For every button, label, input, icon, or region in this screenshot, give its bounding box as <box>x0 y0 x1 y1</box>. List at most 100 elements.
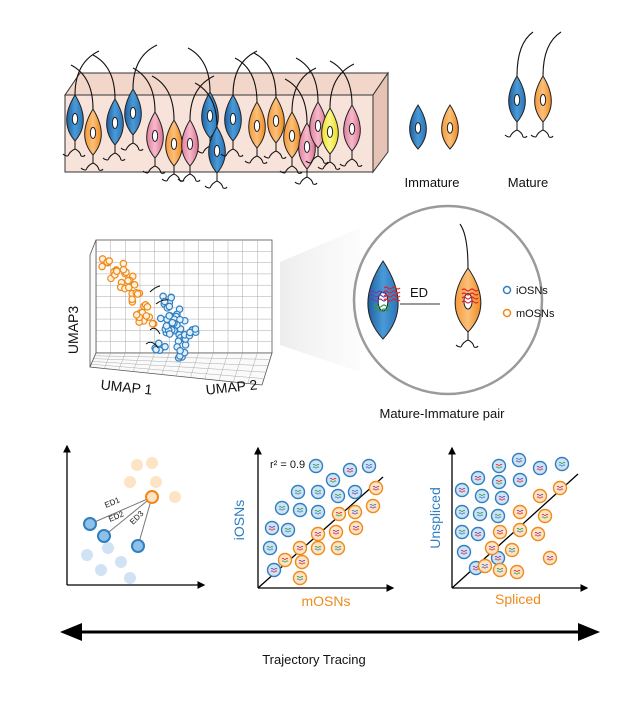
pink-neuron <box>329 60 363 167</box>
mosn-point <box>365 498 381 514</box>
rna-wave <box>478 496 486 499</box>
mosn-point <box>124 276 132 285</box>
grid-line <box>247 352 258 384</box>
axon <box>194 82 218 128</box>
rna-wave <box>458 490 466 493</box>
rna-wave <box>536 466 544 468</box>
rna-wave <box>314 548 322 551</box>
iosn-point <box>511 452 527 468</box>
rna-wave <box>513 572 521 575</box>
iosn-point <box>165 312 174 320</box>
rna-wave <box>296 546 304 548</box>
iosn-faded <box>124 572 136 584</box>
iosn-point <box>470 526 486 542</box>
rna-wave <box>314 510 322 512</box>
iosn-point <box>186 328 194 337</box>
mosn-point <box>128 295 136 304</box>
iosn-point <box>191 325 200 333</box>
rna-wave <box>383 290 401 294</box>
iosn-point <box>290 484 306 500</box>
mosn-point <box>330 540 346 556</box>
axon <box>291 67 317 113</box>
nucleus <box>213 144 221 157</box>
mosn-point <box>512 504 528 520</box>
iosn-faded <box>102 542 114 554</box>
rna-wave <box>351 510 359 512</box>
dendrite <box>102 145 126 161</box>
nucleus <box>129 106 137 119</box>
iosn-point <box>310 484 326 500</box>
rna-wave <box>516 512 524 515</box>
trajectory-arrow-right-head <box>578 623 600 641</box>
rna-wave <box>332 532 340 535</box>
iosn-point <box>280 522 296 538</box>
immature-neuron <box>367 260 399 340</box>
mosn-point <box>277 552 293 568</box>
axon <box>187 47 211 93</box>
rna-wave <box>284 530 292 533</box>
iosn-point <box>491 474 507 490</box>
legend-iosns-marker <box>502 285 512 295</box>
mosn-faded <box>169 491 181 503</box>
grid-line <box>132 352 141 372</box>
immature-neuron <box>62 50 100 157</box>
rna-wave <box>481 564 489 566</box>
pink-neuron <box>132 67 166 174</box>
rna-wave <box>369 504 377 506</box>
legend-immature-label: Immature <box>405 175 460 190</box>
iosn-point <box>274 500 290 516</box>
grid-line <box>204 352 214 380</box>
rna-wave <box>496 568 504 570</box>
mosn-point <box>133 290 142 298</box>
rna-wave <box>516 530 524 533</box>
rna-wave <box>461 300 479 304</box>
grid-line <box>104 352 111 369</box>
iosn-candidate <box>97 529 111 543</box>
rna-wave <box>369 506 377 509</box>
rna-wave <box>495 466 503 469</box>
rna-wave <box>298 562 306 565</box>
mosn-point <box>537 508 553 524</box>
rna-wave <box>515 458 523 460</box>
mosn-point <box>98 262 106 271</box>
dendrite <box>177 166 201 182</box>
rna-wave <box>335 514 343 517</box>
mosn-point <box>292 570 308 586</box>
rna-wave <box>494 516 502 519</box>
mosn-point <box>310 540 326 556</box>
mosn-point <box>512 522 528 538</box>
dendrite <box>305 148 329 164</box>
rna-wave <box>495 464 503 466</box>
rna-wave <box>481 566 489 569</box>
rna-wave <box>314 546 322 548</box>
umap-3d-plot: UMAP3 UMAP 1 UMAP 2 <box>65 239 273 398</box>
rna-wave <box>332 530 340 532</box>
rna-wave <box>266 548 274 551</box>
scatter-unspliced-spliced: Spliced Unspliced <box>427 446 589 607</box>
dendrite <box>455 332 479 348</box>
iosn-point <box>264 520 280 536</box>
mosn-point <box>477 558 493 574</box>
mosn-faded <box>146 457 158 469</box>
nucleus <box>206 109 214 122</box>
rna-wave <box>494 514 502 516</box>
rna-wave <box>494 556 502 558</box>
mosn-point <box>310 526 326 542</box>
immature-neuron <box>220 50 258 157</box>
mosn-point <box>119 265 128 274</box>
nucleus <box>513 93 521 106</box>
mature-neuron <box>70 64 104 171</box>
rna-wave <box>498 498 506 501</box>
mosn-point <box>347 504 363 520</box>
axon <box>132 44 158 90</box>
mosn-faded <box>150 476 162 488</box>
immature-neuron <box>194 82 228 189</box>
rna-wave <box>296 548 304 551</box>
dendrite <box>317 154 341 170</box>
legend-iosns-label: iOSNs <box>516 285 548 297</box>
rna-wave <box>546 558 554 561</box>
iosn-point <box>532 460 548 476</box>
rna-wave <box>460 552 468 555</box>
rna-wave <box>474 478 482 481</box>
mosn-source <box>145 490 159 504</box>
